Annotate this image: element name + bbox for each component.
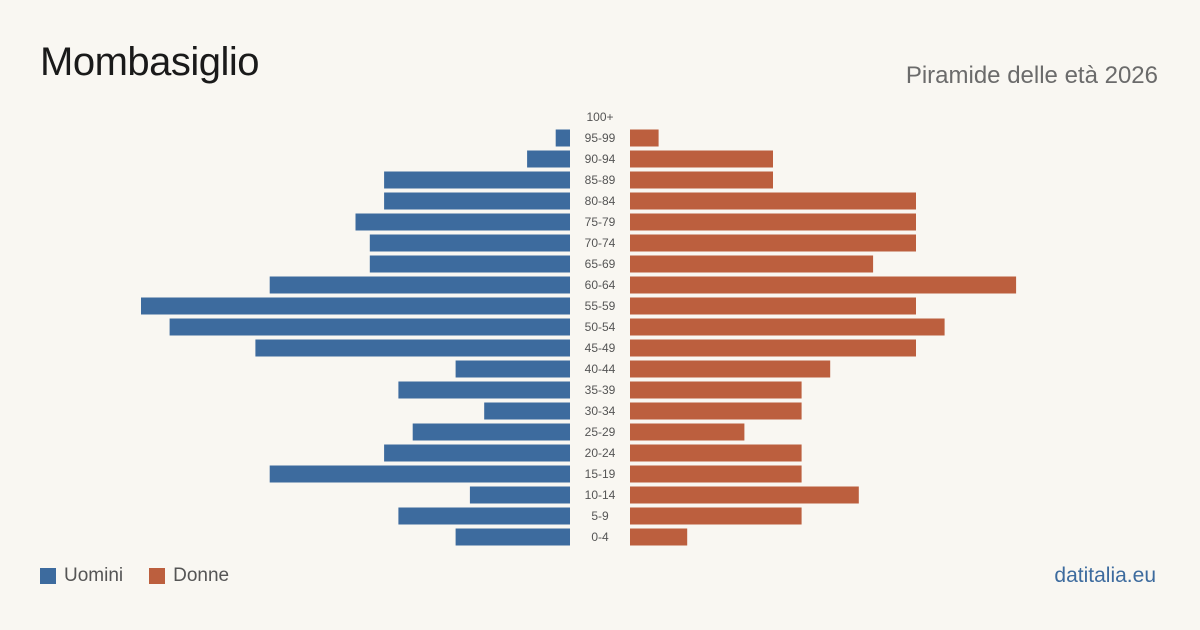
age-label-65-69: 65-69: [585, 257, 616, 271]
bar-uomini-55-59: [141, 297, 570, 315]
bar-donne-60-64: [630, 276, 1017, 294]
age-label-50-54: 50-54: [585, 320, 616, 334]
bar-uomini-20-24: [384, 444, 570, 462]
female-bars: [630, 129, 1017, 546]
legend-swatch-uomini: [40, 568, 56, 584]
age-label-95-99: 95-99: [585, 131, 616, 145]
age-label-35-39: 35-39: [585, 383, 616, 397]
bar-donne-85-89: [630, 171, 773, 189]
population-pyramid-chart: 100+ 95-99 90-94 85-89 80-84 75-79 70-74 65-69 6…: [141, 110, 1017, 546]
bar-donne-5-9: [630, 507, 802, 525]
age-label-25-29: 25-29: [585, 425, 616, 439]
age-label-100plus: 100+: [586, 110, 613, 124]
age-label-20-24: 20-24: [585, 446, 616, 460]
legend-label-uomini: Uomini: [64, 565, 124, 586]
bar-uomini-40-44: [455, 360, 570, 378]
age-label-30-34: 30-34: [585, 404, 616, 418]
age-label-55-59: 55-59: [585, 299, 616, 313]
bar-donne-15-19: [630, 465, 802, 483]
age-label-70-74: 70-74: [585, 236, 616, 250]
age-label-80-84: 80-84: [585, 194, 616, 208]
bar-donne-95-99: [630, 129, 659, 147]
bar-uomini-35-39: [398, 381, 570, 399]
bar-uomini-70-74: [369, 234, 570, 252]
age-group-labels: 100+ 95-99 90-94 85-89 80-84 75-79 70-74 65-69 6…: [585, 110, 616, 544]
age-label-90-94: 90-94: [585, 152, 616, 166]
bar-donne-35-39: [630, 381, 802, 399]
bar-uomini-15-19: [269, 465, 570, 483]
legend: Uomini Donne: [40, 565, 229, 587]
age-label-85-89: 85-89: [585, 173, 616, 187]
brand-link[interactable]: datitalia.eu: [1054, 564, 1156, 587]
bar-uomini-65-69: [369, 255, 570, 273]
legend-swatch-donne: [149, 568, 166, 584]
bar-donne-45-49: [630, 339, 916, 357]
bar-donne-75-79: [630, 213, 916, 231]
bar-donne-55-59: [630, 297, 916, 315]
bar-donne-30-34: [630, 402, 802, 420]
bar-donne-50-54: [630, 318, 945, 336]
age-label-75-79: 75-79: [585, 215, 616, 229]
bar-donne-10-14: [630, 486, 859, 504]
bar-uomini-80-84: [384, 192, 570, 210]
bar-uomini-90-94: [527, 150, 570, 168]
bar-donne-90-94: [630, 150, 773, 168]
bar-uomini-25-29: [412, 423, 570, 441]
bar-uomini-50-54: [169, 318, 570, 336]
bar-uomini-10-14: [469, 486, 570, 504]
legend-item-uomini: Uomini: [40, 565, 123, 587]
age-label-15-19: 15-19: [585, 467, 616, 481]
bar-donne-70-74: [630, 234, 916, 252]
age-label-40-44: 40-44: [585, 362, 616, 376]
age-label-0-4: 0-4: [591, 530, 609, 544]
age-label-45-49: 45-49: [585, 341, 616, 355]
bar-donne-25-29: [630, 423, 745, 441]
bar-uomini-85-89: [384, 171, 570, 189]
bar-donne-65-69: [630, 255, 874, 273]
bar-donne-0-4: [630, 528, 688, 546]
bar-donne-40-44: [630, 360, 831, 378]
bar-donne-80-84: [630, 192, 916, 210]
age-label-60-64: 60-64: [585, 278, 616, 292]
chart-title: Mombasiglio: [40, 40, 260, 84]
bar-uomini-60-64: [269, 276, 570, 294]
legend-item-donne: Donne: [149, 565, 229, 587]
chart-subtitle: Piramide delle età 2026: [905, 62, 1158, 89]
male-bars: [141, 129, 570, 546]
age-label-10-14: 10-14: [585, 488, 616, 502]
bar-uomini-30-34: [484, 402, 570, 420]
age-label-5-9: 5-9: [591, 509, 609, 523]
bar-uomini-0-4: [455, 528, 570, 546]
bar-uomini-45-49: [255, 339, 570, 357]
bar-uomini-95-99: [555, 129, 570, 147]
bar-donne-20-24: [630, 444, 802, 462]
bar-uomini-75-79: [355, 213, 570, 231]
legend-label-donne: Donne: [173, 565, 230, 586]
bar-uomini-5-9: [398, 507, 570, 525]
